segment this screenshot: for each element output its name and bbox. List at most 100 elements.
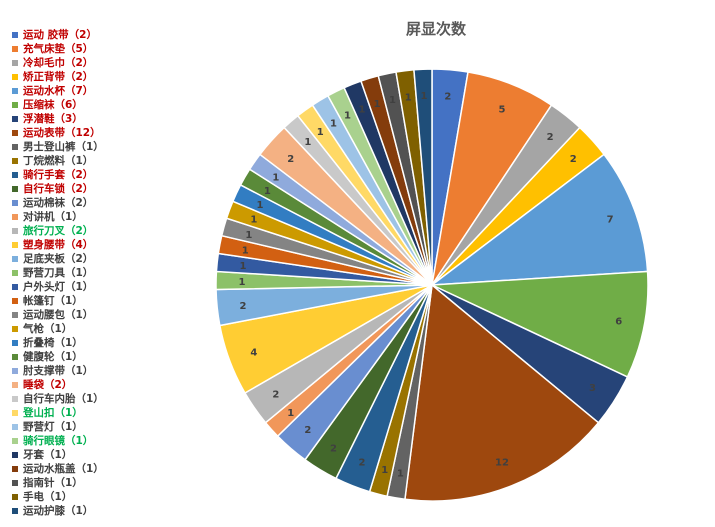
legend-swatch (12, 116, 18, 122)
legend-label: 运动表带（12） (23, 127, 101, 139)
legend-swatch (12, 200, 18, 206)
legend-swatch (12, 102, 18, 108)
slice-data-label: 1 (239, 261, 246, 272)
legend-swatch (12, 172, 18, 178)
legend-swatch (12, 326, 18, 332)
slice-data-label: 2 (304, 425, 311, 436)
legend-label: 折叠椅（1） (23, 337, 83, 349)
legend-item: 矫正背带（2） (12, 70, 212, 84)
legend-swatch (12, 508, 18, 514)
slice-data-label: 2 (547, 132, 554, 143)
legend-item: 户外头灯（1） (12, 280, 212, 294)
slice-data-label: 1 (287, 408, 294, 419)
legend-label: 运动棉袜（2） (23, 197, 94, 209)
slice-data-label: 1 (264, 186, 271, 197)
legend-swatch (12, 396, 18, 402)
legend-swatch (12, 466, 18, 472)
legend-swatch (12, 158, 18, 164)
legend-item: 运动水杯（7） (12, 84, 212, 98)
slice-data-label: 1 (389, 95, 396, 106)
slice-data-label: 1 (421, 91, 428, 102)
legend-label: 对讲机（1） (23, 211, 83, 223)
legend-label: 充气床垫（5） (23, 43, 94, 55)
legend-swatch (12, 480, 18, 486)
slice-data-label: 12 (495, 458, 509, 469)
legend-label: 矫正背带（2） (23, 71, 94, 83)
legend-label: 野营刀具（1） (23, 267, 94, 279)
legend-item: 浮潜鞋（3） (12, 112, 212, 126)
legend-label: 塑身腰带（4） (23, 239, 94, 251)
legend-item: 运动腰包（1） (12, 308, 212, 322)
slice-data-label: 1 (245, 230, 252, 241)
legend-label: 肘支撑带（1） (23, 365, 94, 377)
legend-label: 浮潜鞋（3） (23, 113, 83, 125)
slice-data-label: 2 (359, 458, 366, 469)
legend-label: 手电（1） (23, 491, 73, 503)
legend-label: 运动护膝（1） (23, 505, 94, 517)
legend-swatch (12, 354, 18, 360)
slice-data-label: 1 (374, 99, 381, 110)
legend-label: 运动水杯（7） (23, 85, 94, 97)
legend-label: 帐篷钉（1） (23, 295, 83, 307)
legend-item: 肘支撑带（1） (12, 364, 212, 378)
slice-data-label: 5 (498, 104, 505, 115)
legend-item: 指南针（1） (12, 476, 212, 490)
legend-label: 野营灯（1） (23, 421, 83, 433)
legend-label: 足底夹板（2） (23, 253, 94, 265)
legend-label: 旅行刀叉（2） (23, 225, 94, 237)
slice-data-label: 1 (238, 277, 245, 288)
legend-label: 指南针（1） (23, 477, 83, 489)
chart-legend: 运动 胶带（2） 充气床垫（5） 冷却毛巾（2） 矫正背带（2） 运动水杯（7） 压缩袜（… (12, 28, 212, 518)
slice-data-label: 1 (272, 173, 279, 184)
legend-swatch (12, 256, 18, 262)
slice-data-label: 2 (570, 154, 577, 165)
legend-label: 冷却毛巾（2） (23, 57, 94, 69)
legend-item: 野营刀具（1） (12, 266, 212, 280)
legend-item: 运动护膝（1） (12, 504, 212, 518)
legend-swatch (12, 228, 18, 234)
legend-swatch (12, 298, 18, 304)
legend-label: 户外头灯（1） (23, 281, 94, 293)
legend-swatch (12, 60, 18, 66)
legend-item: 帐篷钉（1） (12, 294, 212, 308)
legend-swatch (12, 382, 18, 388)
legend-swatch (12, 452, 18, 458)
legend-label: 骑行手套（2） (23, 169, 94, 181)
legend-item: 自行车内胎（1） (12, 392, 212, 406)
slice-data-label: 1 (405, 92, 412, 103)
legend-item: 运动表带（12） (12, 126, 212, 140)
legend-label: 自行车锁（2） (23, 183, 94, 195)
legend-item: 冷却毛巾（2） (12, 56, 212, 70)
legend-swatch (12, 32, 18, 38)
slice-data-label: 2 (287, 154, 294, 165)
slice-data-label: 4 (250, 347, 257, 358)
legend-item: 牙套（1） (12, 448, 212, 462)
legend-label: 骑行眼镜（1） (23, 435, 94, 447)
legend-label: 运动腰包（1） (23, 309, 94, 321)
legend-item: 折叠椅（1） (12, 336, 212, 350)
slice-data-label: 1 (304, 137, 311, 148)
legend-label: 牙套（1） (23, 449, 73, 461)
legend-swatch (12, 340, 18, 346)
legend-swatch (12, 214, 18, 220)
legend-item: 运动水瓶盖（1） (12, 462, 212, 476)
slice-data-label: 1 (381, 465, 388, 476)
legend-swatch (12, 46, 18, 52)
legend-swatch (12, 368, 18, 374)
legend-item: 野营灯（1） (12, 420, 212, 434)
legend-item: 塑身腰带（4） (12, 238, 212, 252)
slice-data-label: 1 (359, 104, 366, 115)
legend-swatch (12, 130, 18, 136)
slice-data-label: 1 (344, 111, 351, 122)
legend-item: 运动棉袜（2） (12, 196, 212, 210)
legend-item: 旅行刀叉（2） (12, 224, 212, 238)
legend-item: 压缩袜（6） (12, 98, 212, 112)
legend-item: 对讲机（1） (12, 210, 212, 224)
slice-data-label: 1 (317, 127, 324, 138)
legend-label: 气枪（1） (23, 323, 73, 335)
pie-slice (404, 283, 600, 502)
legend-swatch (12, 144, 18, 150)
legend-item: 气枪（1） (12, 322, 212, 336)
legend-item: 男士登山裤（1） (12, 140, 212, 154)
